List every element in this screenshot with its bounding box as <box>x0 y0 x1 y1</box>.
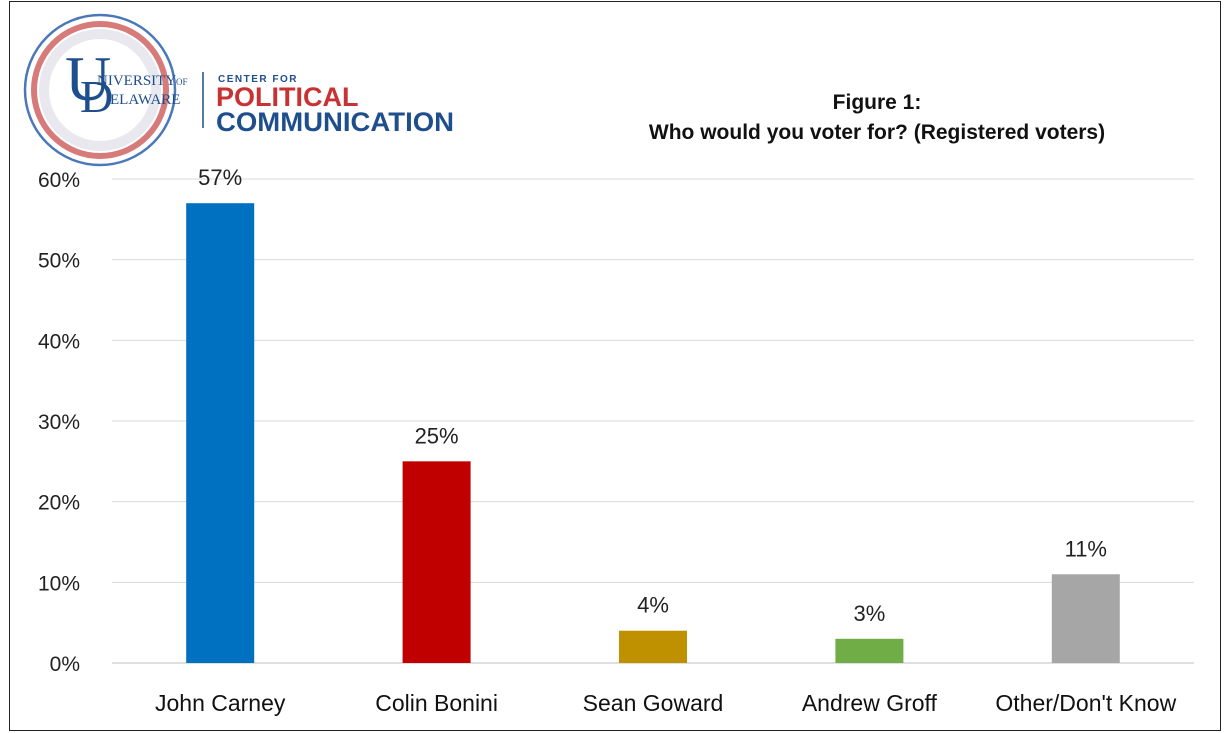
category-label: Other/Don't Know <box>995 690 1176 716</box>
category-label: Andrew Groff <box>802 690 938 716</box>
data-label: 57% <box>198 165 242 190</box>
bar <box>186 203 255 663</box>
chart-subtitle: Who would you voter for? (Registered vot… <box>649 121 1105 144</box>
x-axis-categories: John Carney Colin Bonini Sean Goward Andrew… <box>155 690 1177 716</box>
data-label: 11% <box>1065 536 1107 561</box>
logo-university-line2: ELAWARE <box>110 92 180 108</box>
y-tick-label: 0% <box>50 653 80 676</box>
y-tick-label: 40% <box>38 330 80 353</box>
bars <box>186 203 1120 663</box>
bar <box>619 630 687 663</box>
logo-university-line1: NIVERSITY <box>97 73 176 89</box>
bar <box>402 461 471 663</box>
gridlines <box>112 178 1194 664</box>
logo-ud-letter-d: D <box>80 71 113 122</box>
logo-center-for: CENTER FOR <box>218 74 298 85</box>
bar <box>835 638 904 663</box>
data-label: 3% <box>854 601 886 626</box>
data-label: 25% <box>415 423 459 448</box>
y-tick-label: 10% <box>38 572 80 595</box>
logo-political: POLITICAL <box>216 82 359 112</box>
logo-communication: COMMUNICATION <box>216 107 454 137</box>
category-label: Colin Bonini <box>375 690 498 716</box>
category-label: John Carney <box>155 690 286 716</box>
bar <box>1051 574 1120 663</box>
logo-middle-ring <box>31 21 169 159</box>
logo-university-of: OF <box>176 77 188 87</box>
y-tick-label: 50% <box>38 250 80 273</box>
y-tick-label: 60% <box>38 169 80 192</box>
data-label: 4% <box>637 593 669 618</box>
category-label: Sean Goward <box>583 690 724 716</box>
logo-outer-ring <box>23 13 177 167</box>
chart-title: Figure 1: <box>833 91 922 114</box>
logo-ud-letter-u: U <box>65 43 111 114</box>
y-axis-ticks: 0% 10% 20% 30% 40% 50% 60% <box>38 169 80 676</box>
data-labels: 57% 25% 4% 3% 11% <box>198 165 1107 626</box>
logo-inner-ring <box>39 29 161 151</box>
y-tick-label: 30% <box>38 411 80 434</box>
university-logo: U D NIVERSITY OF ELAWARE CENTER FOR POLI… <box>23 13 454 167</box>
y-tick-label: 20% <box>38 492 80 515</box>
